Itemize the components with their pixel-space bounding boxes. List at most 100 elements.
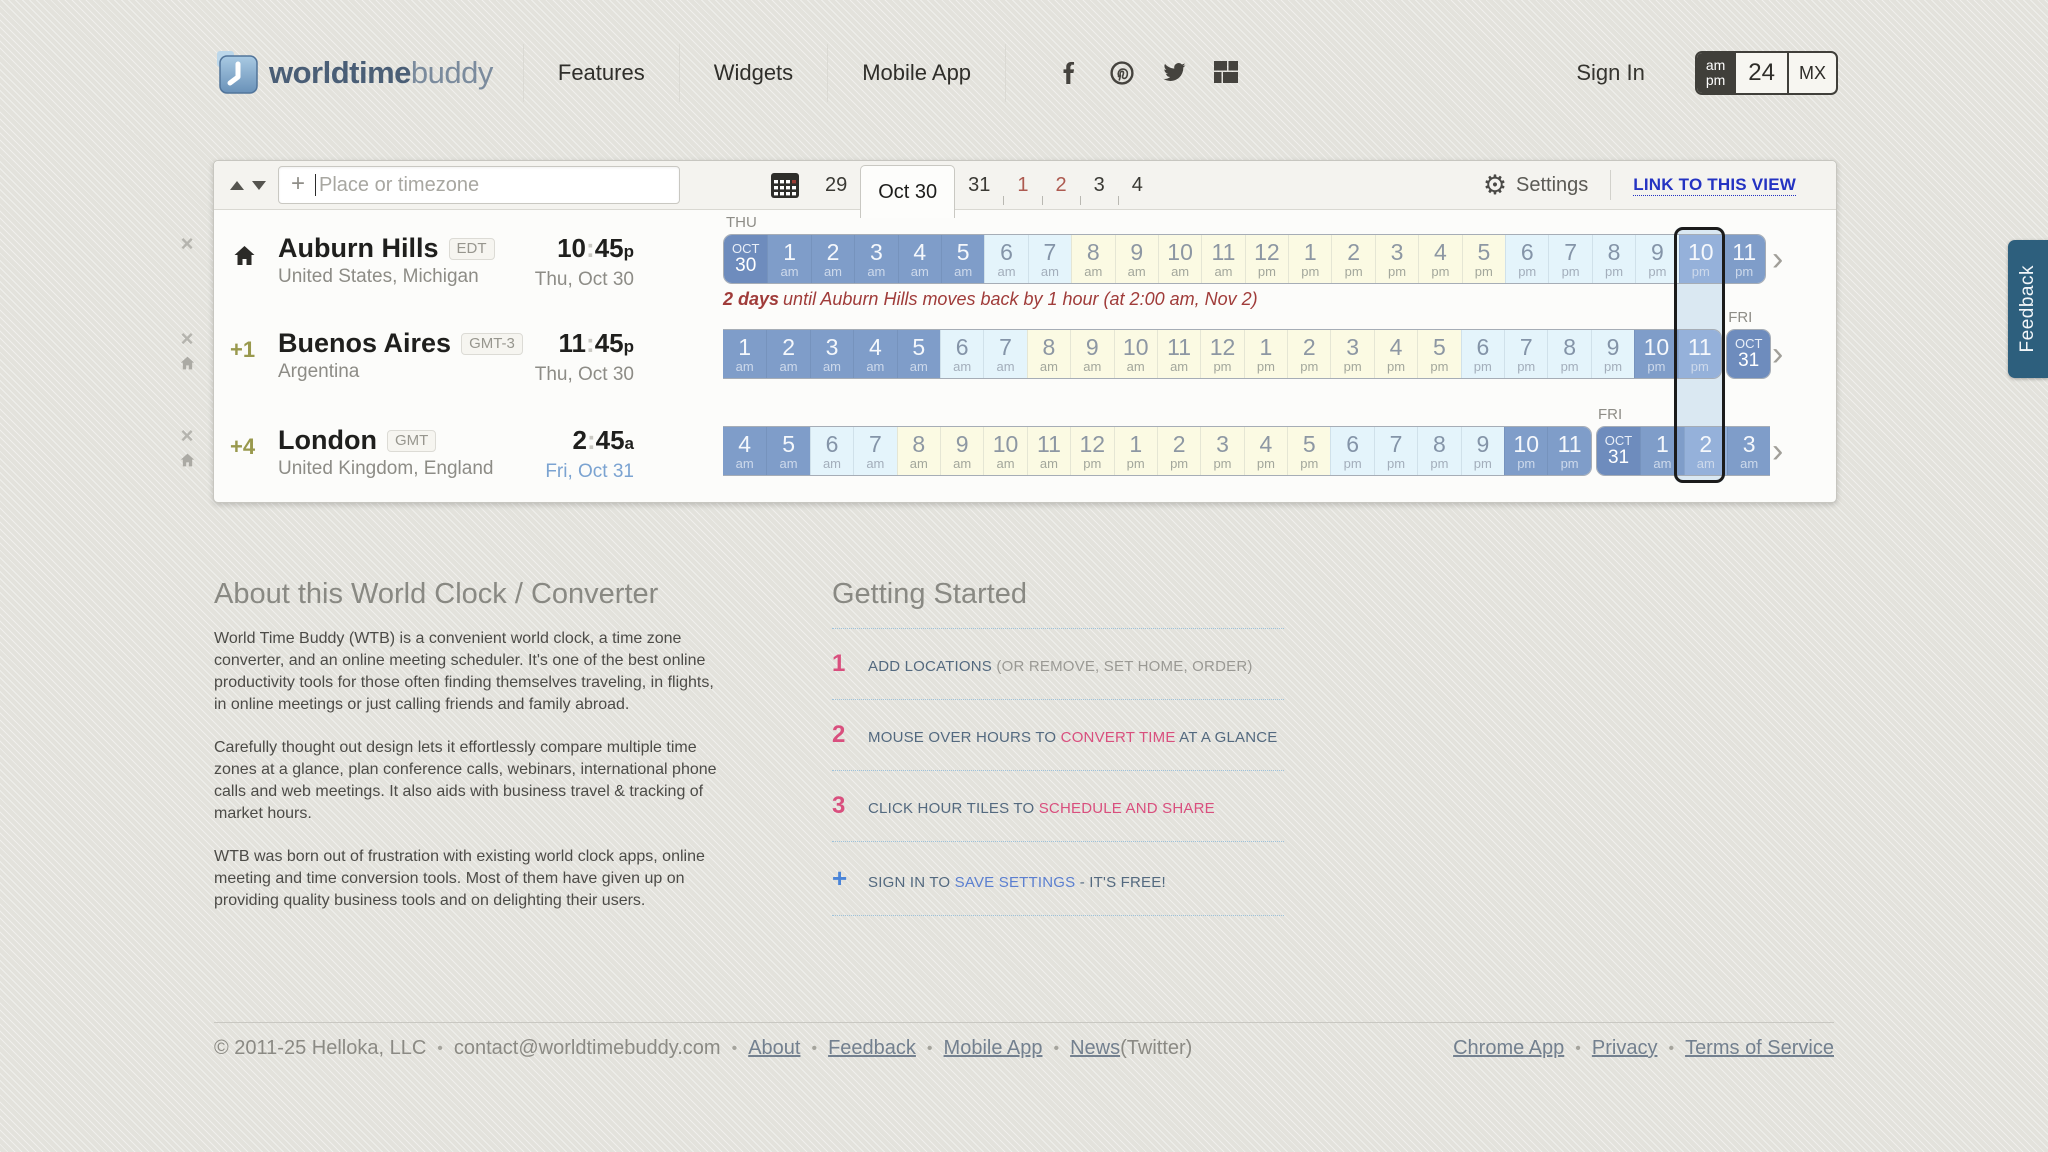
hour-tile[interactable]: 4 am (853, 330, 897, 378)
toggle-24h[interactable]: 24 (1734, 53, 1787, 93)
date-tab[interactable]: 29 (825, 173, 848, 196)
hour-tile[interactable]: 7 am (853, 427, 897, 475)
hour-tile[interactable]: 2 am (766, 330, 810, 378)
hour-tile[interactable]: 2 pm (1331, 235, 1375, 283)
search-input[interactable] (278, 166, 680, 204)
date-tile[interactable]: OCT 31 (1726, 330, 1771, 378)
remove-location-icon[interactable]: × (180, 326, 194, 351)
hour-tile[interactable]: 11 pm (1721, 235, 1766, 283)
googleplus-icon[interactable] (1214, 61, 1239, 85)
hour-tile[interactable]: 7 am (983, 330, 1027, 378)
hour-tile[interactable]: 6 am (809, 427, 854, 475)
hour-tile[interactable]: 4 am (897, 235, 941, 283)
footer-link-about[interactable]: About (748, 1037, 801, 1059)
hour-tile[interactable]: 4 am (723, 427, 767, 475)
gear-icon[interactable]: ⚙ (1482, 169, 1508, 200)
hour-tile-current[interactable]: 10 pm (1678, 235, 1722, 283)
hour-tile[interactable]: 3 pm (1200, 427, 1244, 475)
date-tile[interactable]: OCT 30 (724, 235, 768, 283)
nav-widgets[interactable]: Widgets (678, 44, 827, 102)
date-tab[interactable]: 31 (968, 173, 991, 196)
step-action-link[interactable]: CONVERT TIME (1060, 729, 1176, 746)
hour-tile[interactable]: 11 pm (1547, 427, 1591, 475)
hour-tile[interactable]: 6 am (939, 330, 984, 378)
toggle-ampm[interactable]: am pm (1696, 53, 1735, 93)
hour-tile[interactable]: 1 am (767, 235, 811, 283)
hour-tile[interactable]: 6 am (984, 235, 1028, 283)
hour-tile[interactable]: 7 pm (1373, 427, 1418, 475)
step-action-link[interactable]: SCHEDULE AND SHARE (1038, 800, 1215, 817)
footer-link-privacy[interactable]: Privacy (1591, 1037, 1658, 1059)
collapse-up-arrow[interactable] (230, 180, 244, 190)
hour-tile[interactable]: 9 am (939, 427, 984, 475)
footer-link-feedback[interactable]: Feedback (828, 1037, 916, 1059)
hour-tile[interactable]: 5 am (940, 235, 985, 283)
footer-link-terms-of-service[interactable]: Terms of Service (1685, 1037, 1834, 1059)
expand-down-arrow[interactable] (252, 180, 266, 190)
hour-tile[interactable]: 10 am (983, 427, 1027, 475)
hour-tile[interactable]: 4 pm (1373, 330, 1418, 378)
hour-tile[interactable]: 9 pm (1590, 330, 1635, 378)
hour-tile[interactable]: 6 pm (1330, 427, 1374, 475)
facebook-icon[interactable] (1058, 61, 1082, 85)
hour-tile[interactable]: 1 pm (1113, 427, 1157, 475)
set-home-icon[interactable] (174, 453, 200, 472)
hour-tile[interactable]: 2 pm (1156, 427, 1201, 475)
settings-button[interactable]: Settings (1516, 173, 1589, 196)
date-tile[interactable]: OCT 31 (1596, 427, 1641, 475)
hour-tile[interactable]: 6 pm (1505, 235, 1549, 283)
nav-features[interactable]: Features (522, 44, 679, 102)
hour-tile[interactable]: 3 am (809, 330, 854, 378)
hour-tile[interactable]: 11 am (1156, 330, 1201, 378)
hour-tile-current[interactable]: 11 pm (1677, 330, 1721, 378)
hour-tile[interactable]: 10 am (1113, 330, 1157, 378)
hour-tile[interactable]: 9 am (1114, 235, 1158, 283)
footer-link-chrome-app[interactable]: Chrome App (1453, 1037, 1565, 1059)
hour-tile[interactable]: 9 pm (1460, 427, 1505, 475)
city-name[interactable]: Buenos Aires (278, 328, 452, 358)
hour-tile[interactable]: 4 pm (1418, 235, 1462, 283)
hour-tile[interactable]: 10 am (1157, 235, 1202, 283)
toggle-mx[interactable]: MX (1787, 53, 1836, 93)
hour-tile[interactable]: 8 pm (1417, 427, 1461, 475)
hour-tile[interactable]: 11 am (1026, 427, 1071, 475)
scroll-right-chevron[interactable]: › (1772, 240, 1784, 278)
hour-tile[interactable]: 5 pm (1461, 235, 1506, 283)
date-tab-selected[interactable]: Oct 30 (860, 165, 956, 218)
hour-tile[interactable]: 4 pm (1243, 427, 1288, 475)
logo[interactable]: worldtimebuddy (214, 50, 493, 96)
hour-tile[interactable]: 7 pm (1548, 235, 1592, 283)
date-tab[interactable]: 4 (1131, 173, 1143, 196)
calendar-icon[interactable] (770, 171, 800, 199)
hour-tile[interactable]: 3 am (854, 235, 898, 283)
scroll-right-chevron[interactable]: › (1772, 335, 1784, 373)
city-name[interactable]: London (278, 425, 377, 455)
hour-tile[interactable]: 3 am (1726, 427, 1771, 475)
hour-tile[interactable]: 2 am (810, 235, 855, 283)
hour-tile[interactable]: 1 am (1640, 427, 1684, 475)
remove-location-icon[interactable]: × (180, 423, 194, 448)
hour-tile[interactable]: 5 pm (1287, 427, 1331, 475)
hour-tile[interactable]: 1 pm (1288, 235, 1332, 283)
nav-mobile-app[interactable]: Mobile App (827, 44, 1005, 102)
city-name[interactable]: Auburn Hills (278, 233, 439, 263)
hour-tile[interactable]: 3 pm (1374, 235, 1419, 283)
hour-tile[interactable]: 12 pm (1070, 427, 1114, 475)
date-tab[interactable]: 1 (1017, 173, 1029, 196)
link-to-this-view[interactable]: LINK TO THIS VIEW (1633, 174, 1796, 196)
date-tab[interactable]: 2 (1055, 173, 1067, 196)
hour-tile[interactable]: 8 am (1026, 330, 1071, 378)
hour-tile[interactable]: 10 pm (1634, 330, 1678, 378)
hour-tile[interactable]: 8 pm (1591, 235, 1636, 283)
home-icon[interactable] (233, 245, 256, 271)
hour-tile[interactable]: 1 am (723, 330, 767, 378)
hour-tile[interactable]: 11 am (1201, 235, 1245, 283)
hour-tile[interactable]: 3 pm (1330, 330, 1374, 378)
hour-tile[interactable]: 12 pm (1244, 235, 1289, 283)
hour-tile[interactable]: 1 pm (1243, 330, 1288, 378)
hour-tile-current[interactable]: 2 am (1683, 427, 1727, 475)
hour-tile[interactable]: 5 pm (1417, 330, 1461, 378)
hour-tile[interactable]: 7 am (1027, 235, 1072, 283)
pinterest-icon[interactable] (1110, 61, 1134, 85)
hour-tile[interactable]: 5 am (896, 330, 940, 378)
